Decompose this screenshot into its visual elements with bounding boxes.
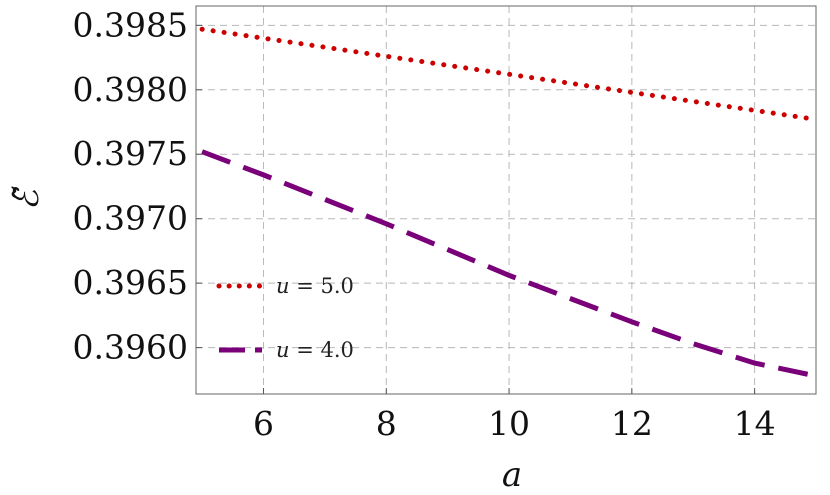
series-line-1 xyxy=(199,26,819,122)
y-axis-title: ℰ̃ xyxy=(7,186,47,211)
x-axis-ticks: 6 8 10 12 14 xyxy=(253,388,776,443)
y-tick-label: 0.3985 xyxy=(73,5,188,44)
y-tick-label: 0.3975 xyxy=(73,134,188,173)
plot-border xyxy=(195,5,817,395)
y-tick-label: 0.3965 xyxy=(73,263,188,302)
y-tick-label: 0.3970 xyxy=(73,199,188,238)
legend: u = 5.0 u = 4.0 xyxy=(216,274,354,362)
x-tick-label: 6 xyxy=(253,404,274,443)
x-tick-label: 10 xyxy=(488,404,530,443)
x-tick-label: 12 xyxy=(611,404,653,443)
y-tick-label: 0.3980 xyxy=(73,70,188,109)
legend-label: u = 5.0 xyxy=(276,274,354,298)
series-layer xyxy=(199,26,819,379)
x-axis-title: a xyxy=(502,455,522,495)
y-axis-ticks: 0.3960 0.3965 0.3970 0.3975 0.3980 0.3985 xyxy=(73,5,202,367)
x-tick-label: 8 xyxy=(376,404,397,443)
x-tick-label: 14 xyxy=(734,404,776,443)
series-line-2 xyxy=(201,149,817,379)
legend-label: u = 4.0 xyxy=(276,338,354,362)
y-tick-label: 0.3960 xyxy=(73,328,188,367)
plot-frame xyxy=(195,5,817,395)
grid xyxy=(196,6,816,394)
